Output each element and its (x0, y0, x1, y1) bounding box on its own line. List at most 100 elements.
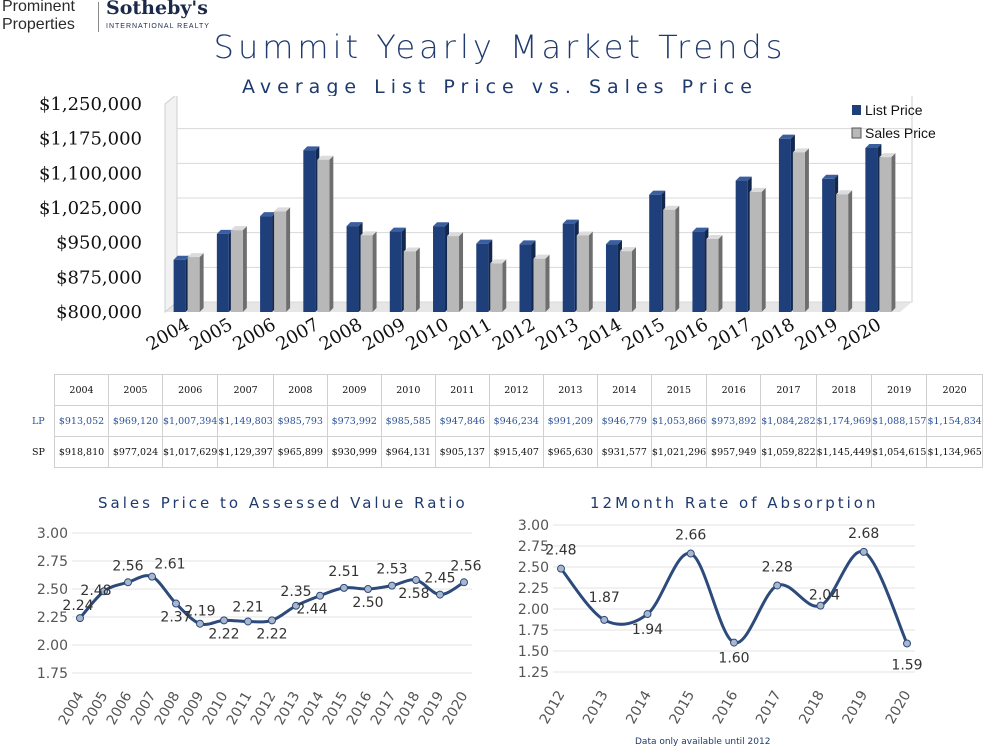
data-label: 2.56 (112, 558, 143, 574)
bar-list-price-top (649, 190, 666, 195)
bar-sales-price (749, 191, 762, 312)
legend-sales-label: Sales Price (865, 125, 936, 141)
table-sp-cell: $965,630 (542, 436, 598, 468)
table-lp-cell: $1,053,866 (650, 405, 708, 437)
table-year-cell: 2014 (596, 374, 652, 406)
x-tick-label: 2017 (753, 688, 785, 727)
absorption-line-chart: 1.25 1.50 1.75 2.00 2.25 2.50 2.75 3.00 2.48 2012… (518, 518, 923, 727)
data-point (643, 610, 652, 619)
table-sp-cell: $964,131 (380, 436, 436, 468)
bar-sales-price-top (187, 253, 204, 258)
data-label: 2.24 (62, 598, 93, 614)
logo-line-1: Prominent (2, 0, 75, 15)
bar-sales-price (792, 152, 805, 312)
price-data-table: 2004 2005 2006 2007 2008 2009 2010 2011 2012 2013… (28, 374, 983, 468)
table-lp-cell: $973,992 (326, 405, 382, 437)
x-tick-label: 2010 (402, 314, 452, 355)
data-point (730, 638, 738, 647)
data-point (148, 572, 156, 581)
table-sp-cell: $965,899 (272, 436, 328, 468)
x-tick-label: 2018 (796, 688, 828, 727)
y-tick-label: 2.75 (37, 554, 68, 570)
bar-sales-price (879, 157, 892, 312)
table-sp-cell: $957,949 (706, 436, 762, 468)
bar-list-price-top (519, 240, 536, 245)
table-year-cell: 2007 (217, 374, 274, 406)
data-point (220, 616, 228, 625)
data-label: 2.56 (450, 558, 481, 574)
y-tick-label: 2.50 (518, 560, 549, 576)
data-label: 2.19 (184, 604, 215, 620)
bar-sales-price-side (242, 226, 247, 312)
bar-list-price (433, 226, 446, 312)
table-lp-cell: $1,149,803 (217, 405, 274, 437)
table-lp-cell: $1,088,157 (871, 405, 928, 437)
data-label: 2.68 (848, 526, 879, 542)
table-year-cell: 2015 (650, 374, 708, 406)
bar-sales-price (490, 263, 503, 312)
x-tick-label: 2012 (537, 688, 569, 727)
bar-list-price-top (260, 212, 277, 217)
bar-sales-price (317, 159, 330, 312)
x-tick-label: 2019 (791, 314, 841, 355)
table-sp-cell: $1,021,296 (650, 436, 708, 468)
bar-sales-price-side (588, 231, 593, 312)
data-label: 2.04 (809, 588, 840, 604)
table-year-cell: 2011 (434, 374, 490, 406)
data-label: 2.50 (352, 595, 383, 611)
bar-sales-price-side (545, 254, 550, 312)
bar-sales-price-side (329, 155, 334, 312)
table-year-cell: 2016 (706, 374, 762, 406)
bar-sales-price-top (576, 231, 593, 236)
table-lp-cell: $946,779 (596, 405, 652, 437)
legend-sales-swatch (851, 127, 862, 139)
bar-sales-price-top (879, 153, 896, 158)
bar-sales-price-top (403, 247, 420, 252)
x-tick-label: 2018 (748, 314, 798, 355)
bar-list-price (562, 223, 575, 312)
ratio-line-chart: 1.752.002.252.502.753.002.2420042.482005… (37, 526, 482, 728)
bar-sales-price (360, 235, 373, 312)
table-sp-cell: $977,024 (108, 436, 163, 468)
bar-sales-price-side (415, 247, 420, 312)
table-year-cell: 2018 (815, 374, 873, 406)
x-tick-label: 2013 (532, 314, 582, 355)
table-year-cell: 2008 (272, 374, 328, 406)
table-sp-cell: $1,054,615 (871, 436, 928, 468)
table-year-cell: 2010 (380, 374, 436, 406)
bar-sales-price-top (317, 155, 334, 160)
bar-list-price (865, 147, 878, 312)
bar-list-price-top (303, 146, 320, 151)
bar-sales-price-side (804, 148, 809, 312)
list-vs-sales-bar-chart: $800,000 $875,000 $950,000 $1,025,000 $1,100… (39, 96, 936, 355)
bar-sales-price-top (360, 231, 377, 236)
data-point (600, 615, 609, 624)
x-tick-label: 2016 (710, 688, 742, 727)
table-year-cell: 2005 (108, 374, 163, 406)
data-label: 2.35 (280, 584, 311, 600)
data-point (436, 590, 444, 599)
legend-list-label: List Price (865, 102, 923, 118)
data-point (268, 616, 276, 625)
bar-sales-price (447, 236, 460, 312)
y-tick-label: 2.00 (37, 638, 68, 654)
bar-sales-price-side (891, 153, 896, 312)
bar-list-price (173, 259, 186, 312)
bar-sales-price (663, 209, 676, 312)
x-tick-label: 2015 (619, 314, 669, 355)
bar-sales-price-top (533, 254, 550, 259)
y-tick-label: 1.25 (518, 665, 549, 681)
bar-list-price (519, 244, 532, 312)
data-label: 2.48 (80, 583, 111, 599)
table-year-cell: 2020 (926, 374, 983, 406)
x-tick-label: 2006 (229, 314, 279, 355)
table-sp-cell: $1,145,449 (815, 436, 873, 468)
bar-list-price-top (778, 134, 795, 139)
bar-sales-price-side (502, 259, 507, 312)
x-tick-label: 2012 (489, 314, 539, 355)
bar-list-price (692, 231, 705, 312)
y-tick-label: 2.25 (37, 610, 68, 626)
table-sp-cell: $1,129,397 (217, 436, 274, 468)
data-point (460, 578, 468, 587)
bar-list-price (260, 216, 273, 312)
